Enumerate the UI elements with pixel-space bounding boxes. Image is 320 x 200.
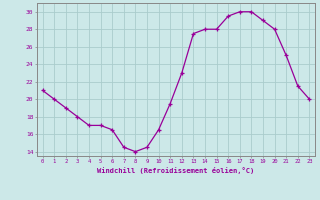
X-axis label: Windchill (Refroidissement éolien,°C): Windchill (Refroidissement éolien,°C) — [97, 167, 255, 174]
